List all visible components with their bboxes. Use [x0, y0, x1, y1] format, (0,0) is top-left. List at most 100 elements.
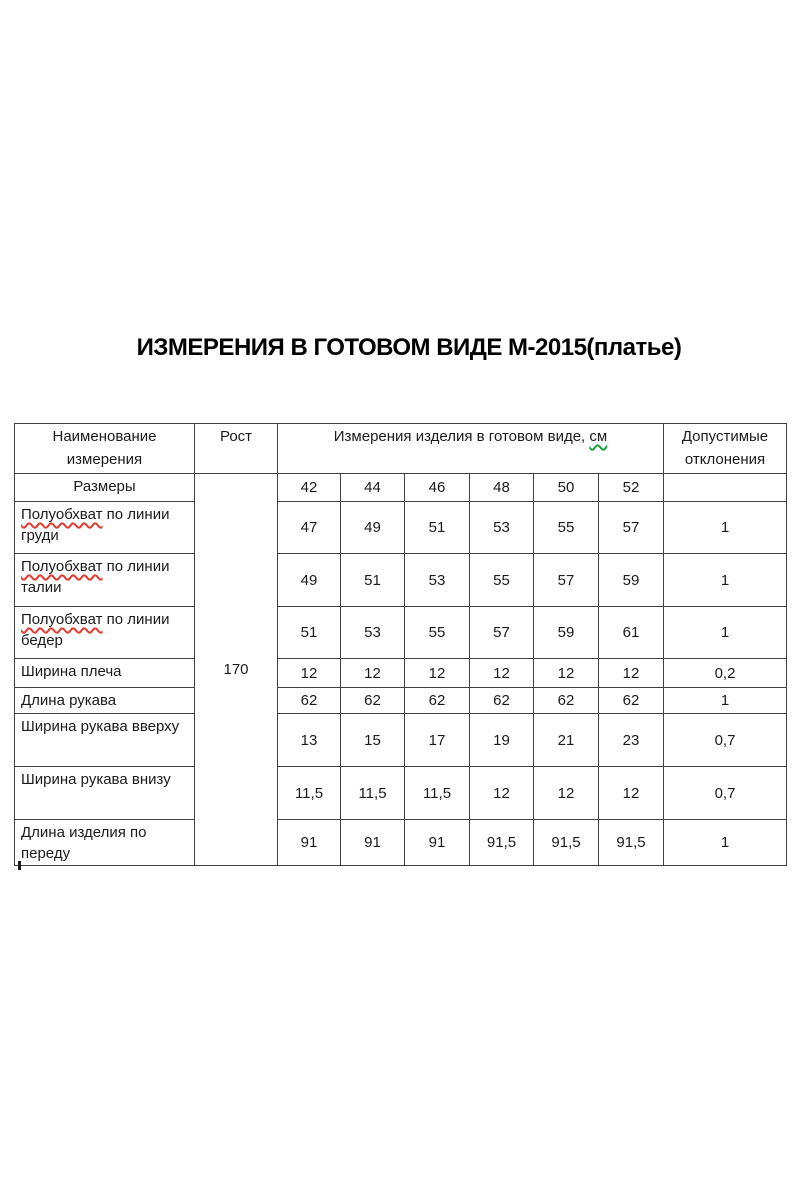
value-cell: 57	[533, 553, 599, 607]
deviation-cell: 0,7	[663, 713, 787, 767]
value-cell: 91	[404, 819, 470, 866]
value-cell: 13	[277, 713, 341, 767]
deviation-cell: 1	[663, 819, 787, 866]
row-label-cell: Полуобхват по линии груди	[14, 501, 195, 554]
value-cell: 53	[404, 553, 470, 607]
value-cell: 62	[277, 687, 341, 714]
empty-deviation-cell	[663, 473, 787, 502]
size-cell: 42	[277, 473, 341, 502]
value-cell: 91,5	[469, 819, 534, 866]
measurement-row: Полуобхват по линии бедер 51 53 55 57 59…	[14, 606, 787, 659]
value-cell: 12	[469, 766, 534, 820]
document-title: ИЗМЕРЕНИЯ В ГОТОВОМ ВИДЕ М-2015(платье)	[136, 334, 682, 361]
row-label-text: по линии талии	[21, 558, 170, 596]
row-label-text: по линии бедер	[21, 611, 170, 649]
row-label-text: Ширина рукава внизу	[21, 771, 171, 788]
measurement-row: Ширина рукава внизу 11,5 11,5 11,5 12 12…	[14, 766, 787, 820]
value-cell: 51	[277, 606, 341, 659]
row-label-cell: Ширина рукава внизу	[14, 766, 195, 820]
value-cell: 51	[340, 553, 405, 607]
row-label-cell: Ширина рукава вверху	[14, 713, 195, 767]
value-cell: 62	[340, 687, 405, 714]
value-cell: 12	[340, 658, 405, 688]
value-cell: 91,5	[598, 819, 664, 866]
value-cell: 11,5	[277, 766, 341, 820]
value-cell: 15	[340, 713, 405, 767]
value-cell: 12	[469, 658, 534, 688]
row-label-cell: Длина изделия по переду	[14, 819, 195, 866]
measurement-row: Полуобхват по линии талии 49 51 53 55 57…	[14, 553, 787, 607]
value-cell: 12	[404, 658, 470, 688]
value-cell: 51	[404, 501, 470, 554]
size-cell: 46	[404, 473, 470, 502]
deviation-cell: 1	[663, 687, 787, 714]
value-cell: 47	[277, 501, 341, 554]
value-cell: 11,5	[404, 766, 470, 820]
value-cell: 12	[598, 766, 664, 820]
header-deviation: Допустимые отклонения	[663, 423, 787, 474]
value-cell: 23	[598, 713, 664, 767]
value-cell: 62	[404, 687, 470, 714]
header-measurements-cm: Измерения изделия в готовом виде, см	[277, 423, 664, 474]
deviation-cell: 0,7	[663, 766, 787, 820]
value-cell: 49	[340, 501, 405, 554]
value-cell: 19	[469, 713, 534, 767]
value-cell: 62	[469, 687, 534, 714]
value-cell: 55	[404, 606, 470, 659]
value-cell: 21	[533, 713, 599, 767]
value-cell: 11,5	[340, 766, 405, 820]
value-cell: 91,5	[533, 819, 599, 866]
table-header-row: Наименование измерения Рост Измерения из…	[14, 423, 787, 474]
row-label-text: по линии груди	[21, 506, 170, 544]
value-cell: 91	[277, 819, 341, 866]
value-cell: 49	[277, 553, 341, 607]
sizes-row: Размеры 170 42 44 46 48 50 52	[14, 473, 787, 866]
measurements-table: Наименование измерения Рост Измерения из…	[14, 423, 787, 866]
row-label-cell: Полуобхват по линии бедер	[14, 606, 195, 659]
deviation-cell: 0,2	[663, 658, 787, 688]
size-cell: 50	[533, 473, 599, 502]
measurement-row: Ширина рукава вверху 13 15 17 19 21 23 0…	[14, 713, 787, 767]
value-cell: 53	[469, 501, 534, 554]
row-label-cell: Ширина плеча	[14, 658, 195, 688]
value-cell: 12	[533, 766, 599, 820]
measurement-row: Полуобхват по линии груди 47 49 51 53 55…	[14, 501, 787, 554]
height-value-cell: 170	[194, 473, 278, 866]
measurement-row: Ширина плеча 12 12 12 12 12 12 0,2	[14, 658, 787, 688]
value-cell: 62	[598, 687, 664, 714]
value-cell: 53	[340, 606, 405, 659]
deviation-cell: 1	[663, 501, 787, 554]
row-label-text: Ширина рукава вверху	[21, 718, 180, 735]
value-cell: 17	[404, 713, 470, 767]
value-cell: 62	[533, 687, 599, 714]
deviation-cell: 1	[663, 606, 787, 659]
value-cell: 91	[340, 819, 405, 866]
value-cell: 61	[598, 606, 664, 659]
spellcheck-word: Полуобхват	[21, 611, 103, 628]
value-cell: 59	[598, 553, 664, 607]
sizes-row-label: Размеры	[14, 473, 195, 502]
size-cell: 52	[598, 473, 664, 502]
header-unit-grammar-underline: см	[589, 428, 608, 445]
value-cell: 12	[533, 658, 599, 688]
spellcheck-word: Полуобхват	[21, 506, 103, 523]
value-cell: 12	[277, 658, 341, 688]
row-label-text: Длина рукава	[21, 692, 117, 709]
row-label-cell: Длина рукава	[14, 687, 195, 714]
size-cell: 48	[469, 473, 534, 502]
deviation-cell: 1	[663, 553, 787, 607]
header-measurement-name: Наименование измерения	[14, 423, 195, 474]
row-label-text: Длина изделия по переду	[21, 824, 147, 862]
value-cell: 59	[533, 606, 599, 659]
measurement-row: Длина изделия по переду 91 91 91 91,5 91…	[14, 819, 787, 866]
value-cell: 55	[533, 501, 599, 554]
header-height: Рост	[194, 423, 278, 474]
value-cell: 57	[598, 501, 664, 554]
value-cell: 55	[469, 553, 534, 607]
row-label-cell: Полуобхват по линии талии	[14, 553, 195, 607]
measurement-row: Длина рукава 62 62 62 62 62 62 1	[14, 687, 787, 714]
text-cursor-mark	[18, 861, 21, 870]
spellcheck-word: Полуобхват	[21, 558, 103, 575]
size-cell: 44	[340, 473, 405, 502]
